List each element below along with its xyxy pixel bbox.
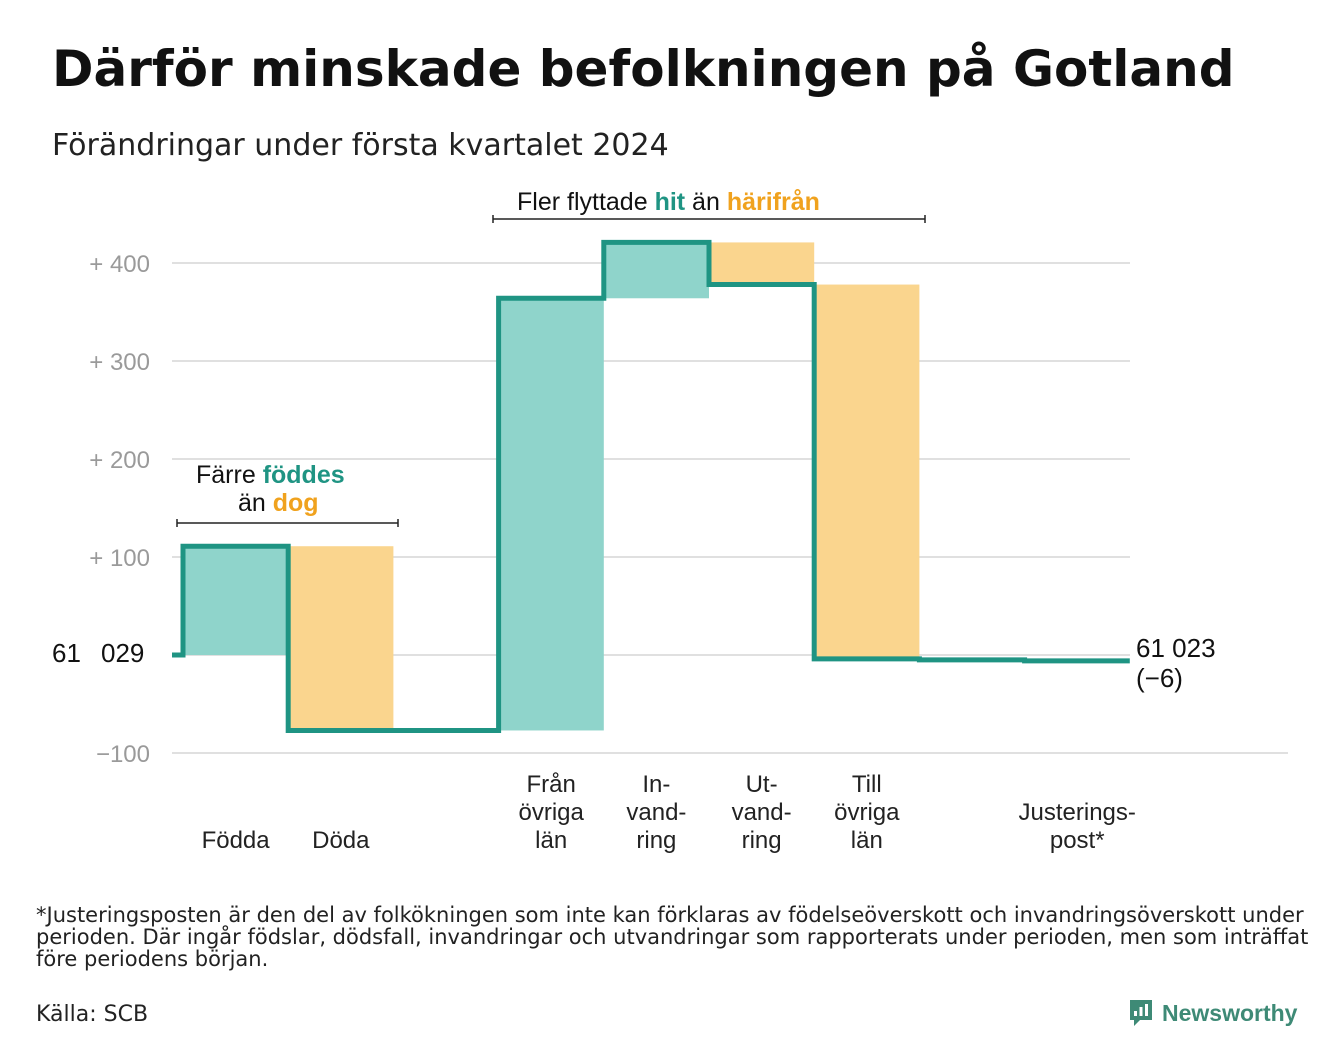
bar [709, 242, 815, 285]
category-label: Till [852, 771, 882, 798]
newsworthy-logo-icon [1130, 1000, 1152, 1026]
bar [814, 284, 920, 659]
annotation-highlight-out: härifrån [727, 188, 820, 216]
footnote: *Justeringsposten är den del av folkökni… [36, 903, 1309, 971]
page-subtitle: Förändringar under första kvartalet 2024 [52, 128, 669, 163]
y-tick-label: + 100 [89, 545, 150, 572]
start-value-label: 029 [101, 638, 144, 668]
bar [288, 546, 394, 731]
annotation-births-line2: än dog [238, 489, 319, 517]
annotation-highlight-in: föddes [263, 461, 345, 489]
annotation-highlight-in: hit [655, 188, 686, 216]
y-tick-label: + 400 [89, 251, 150, 278]
annotation-births-line1: Färre föddes [196, 461, 345, 489]
y-tick-label: + 300 [89, 349, 150, 376]
category-label: post* [1050, 827, 1105, 854]
brand-name: Newsworthy [1162, 999, 1298, 1026]
category-label: vand- [732, 799, 792, 826]
y-tick-label: −100 [96, 741, 150, 768]
end-value-label: 61 023 [1136, 633, 1216, 663]
brand[interactable]: Newsworthy [1128, 998, 1297, 1028]
cumulative-line [172, 239, 1130, 733]
end-change-label: (−6) [1136, 663, 1183, 693]
category-label: In- [642, 771, 670, 798]
bar [603, 242, 709, 299]
start-value-label: 61 [52, 638, 81, 668]
annotation-highlight-out: dog [273, 489, 319, 517]
annotation-connector: än [685, 188, 727, 216]
category-label: län [851, 827, 883, 854]
category-label: vand- [626, 799, 686, 826]
source-label: Källa: SCB [36, 1002, 149, 1027]
annotation-migration: Fler flyttade hit än härifrån [517, 188, 820, 216]
bar [498, 298, 604, 731]
category-label: Födda [202, 827, 271, 854]
category-label: Justerings- [1019, 799, 1136, 826]
category-label: ring [636, 827, 676, 854]
y-tick-label: + 200 [89, 447, 150, 474]
category-label: län [535, 827, 567, 854]
category-label: övriga [834, 799, 900, 826]
category-label: Döda [312, 827, 370, 854]
bar [183, 546, 289, 655]
category-label: Ut- [746, 771, 778, 798]
category-label: övriga [519, 799, 585, 826]
category-label: ring [742, 827, 782, 854]
category-label: Från [527, 771, 576, 798]
page-title: Därför minskade befolkningen på Gotland [52, 40, 1235, 98]
